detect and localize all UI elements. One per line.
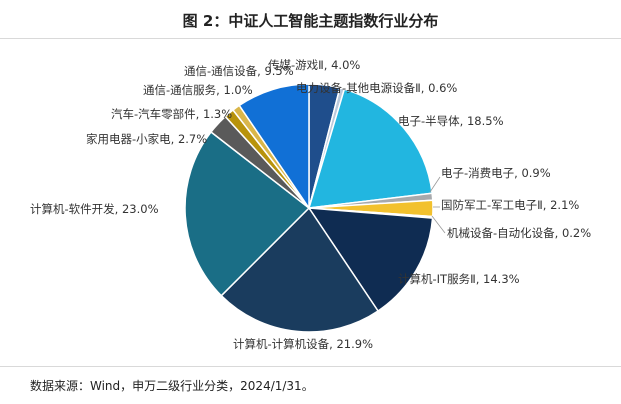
data-label: 计算机-IT服务Ⅱ, 14.3%: [398, 272, 520, 286]
source-note: 数据来源：Wind，申万二级行业分类，2024/1/31。: [30, 379, 314, 393]
pie-slice: [238, 83, 310, 211]
top-divider: [0, 38, 621, 39]
data-label: 机械设备-自动化设备, 0.2%: [447, 226, 591, 240]
pie-labels: 传媒-游戏Ⅱ, 4.0% 电力设备-其他电源设备Ⅱ, 0.6% 电子-半导体, 18…: [30, 58, 591, 351]
data-label: 汽车-汽车零部件, 1.3%: [111, 107, 232, 121]
leader-line: [431, 215, 446, 234]
pie-slice: [184, 130, 311, 297]
data-label: 传媒-游戏Ⅱ, 4.0%: [268, 58, 360, 72]
pie-slices: [184, 83, 434, 333]
data-label: 家用电器-小家电, 2.7%: [86, 132, 207, 146]
data-label: 国防军工-军工电子Ⅱ, 2.1%: [441, 198, 579, 212]
data-label: 计算机-计算机设备, 21.9%: [233, 337, 373, 351]
bottom-divider: [0, 366, 621, 367]
data-label: 电子-半导体, 18.5%: [398, 114, 504, 128]
data-label: 计算机-软件开发, 23.0%: [30, 202, 159, 216]
chart-title: 图 2：中证人工智能主题指数行业分布: [182, 12, 439, 30]
data-label: 通信-通信设备, 9.5%: [184, 64, 294, 78]
leader-line: [429, 176, 441, 193]
data-label: 通信-通信服务, 1.0%: [143, 83, 253, 97]
pie-slice: [220, 206, 380, 333]
data-label: 电子-消费电子, 0.9%: [441, 166, 551, 180]
pie-slice: [307, 88, 433, 209]
pie-slice: [307, 207, 434, 313]
data-label: 电力设备-其他电源设备Ⅱ, 0.6%: [296, 81, 457, 95]
